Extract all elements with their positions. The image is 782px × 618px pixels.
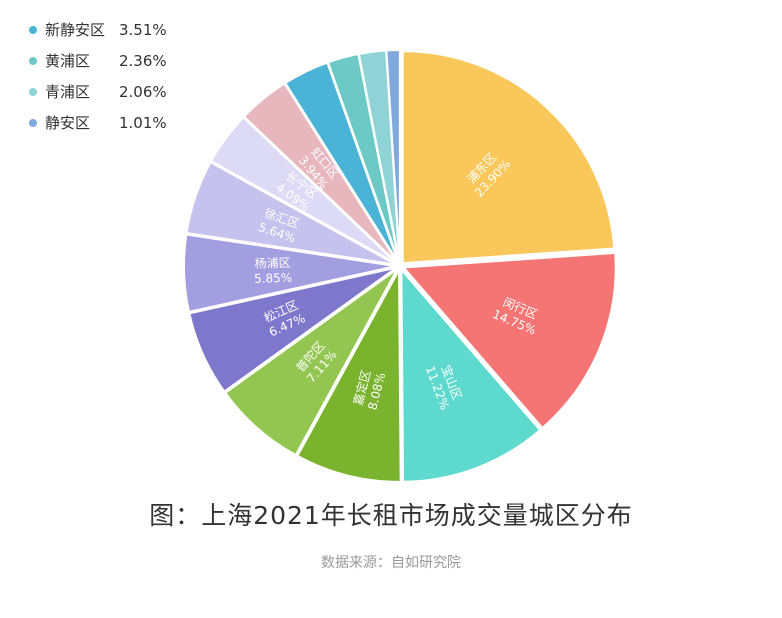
data-source: 数据来源：自如研究院 — [321, 555, 461, 571]
chart-title: 图：上海2021年长租市场成交量城区分布 — [149, 501, 633, 530]
pie-slice — [385, 49, 401, 263]
slice-labels: 浦东区23.90%闵行区14.75%宝山区11.22%嘉定区8.08%普陀区7.… — [254, 145, 540, 412]
pie-slice — [296, 266, 402, 483]
pie-slices — [183, 49, 617, 483]
legend-marker — [29, 57, 37, 65]
legend-value: 3.51% — [119, 21, 167, 39]
legend-name: 新静安区 — [45, 21, 105, 39]
legend: 新静安区 3.51% 黄浦区 2.36% 青浦区 2.06% 静安区 1.01% — [29, 21, 167, 132]
legend-marker — [29, 26, 37, 34]
pie-slice — [223, 268, 399, 457]
legend-value: 2.36% — [119, 52, 167, 70]
legend-name: 青浦区 — [45, 83, 90, 101]
pie-slice — [401, 50, 616, 265]
pie-slice — [188, 266, 397, 393]
legend-marker — [29, 88, 37, 96]
slice-name: 杨浦区 — [254, 255, 291, 271]
pie-slice — [401, 251, 617, 430]
slice-percent: 5.85% — [254, 271, 293, 286]
legend-name: 静安区 — [45, 114, 90, 132]
legend-value: 2.06% — [119, 83, 167, 101]
legend-item: 黄浦区 2.36% — [29, 52, 167, 70]
pie-slice — [209, 115, 398, 265]
legend-name: 黄浦区 — [45, 52, 90, 70]
legend-value: 1.01% — [119, 114, 167, 132]
pie-slice — [400, 267, 542, 483]
legend-item: 新静安区 3.51% — [29, 21, 167, 39]
pie-slice — [185, 160, 397, 266]
legend-item: 青浦区 2.06% — [29, 83, 167, 101]
legend-marker — [29, 119, 37, 127]
pie-slice — [183, 233, 397, 314]
legend-item: 静安区 1.01% — [29, 114, 167, 132]
